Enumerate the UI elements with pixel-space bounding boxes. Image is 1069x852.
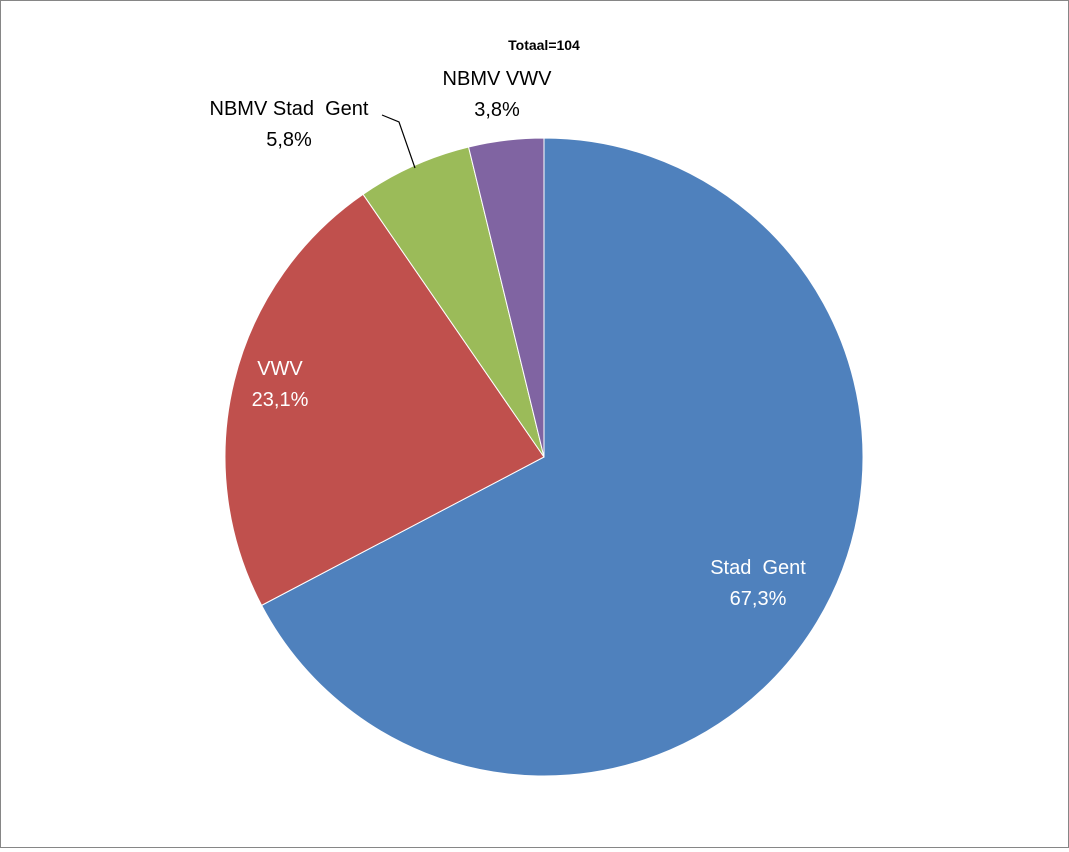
slice-value-2: 23,1%	[252, 389, 309, 411]
chart-title: Totaal=104	[508, 37, 580, 53]
leader-lines	[381, 114, 416, 169]
slice-label-1: Stad Gent	[710, 557, 806, 579]
pie-slice-1	[260, 137, 864, 777]
slice-value-3: 5,8%	[266, 129, 312, 151]
pie-slices	[224, 137, 864, 777]
slice-label-3: NBMV Stad Gent	[210, 98, 369, 120]
slice-value-4: 3,8%	[474, 99, 520, 121]
slice-label-2: VWV	[257, 358, 303, 380]
slice-labels: Stad Gent 67,3% VWV 23,1% NBMV Stad Gent 5,8%…	[210, 68, 807, 610]
pie-slice-2	[224, 193, 545, 607]
leader-line-3	[381, 114, 416, 169]
slice-label-4: NBMV VWV	[443, 68, 553, 90]
pie-slice-4	[467, 137, 545, 458]
slice-value-1: 67,3%	[730, 588, 787, 610]
